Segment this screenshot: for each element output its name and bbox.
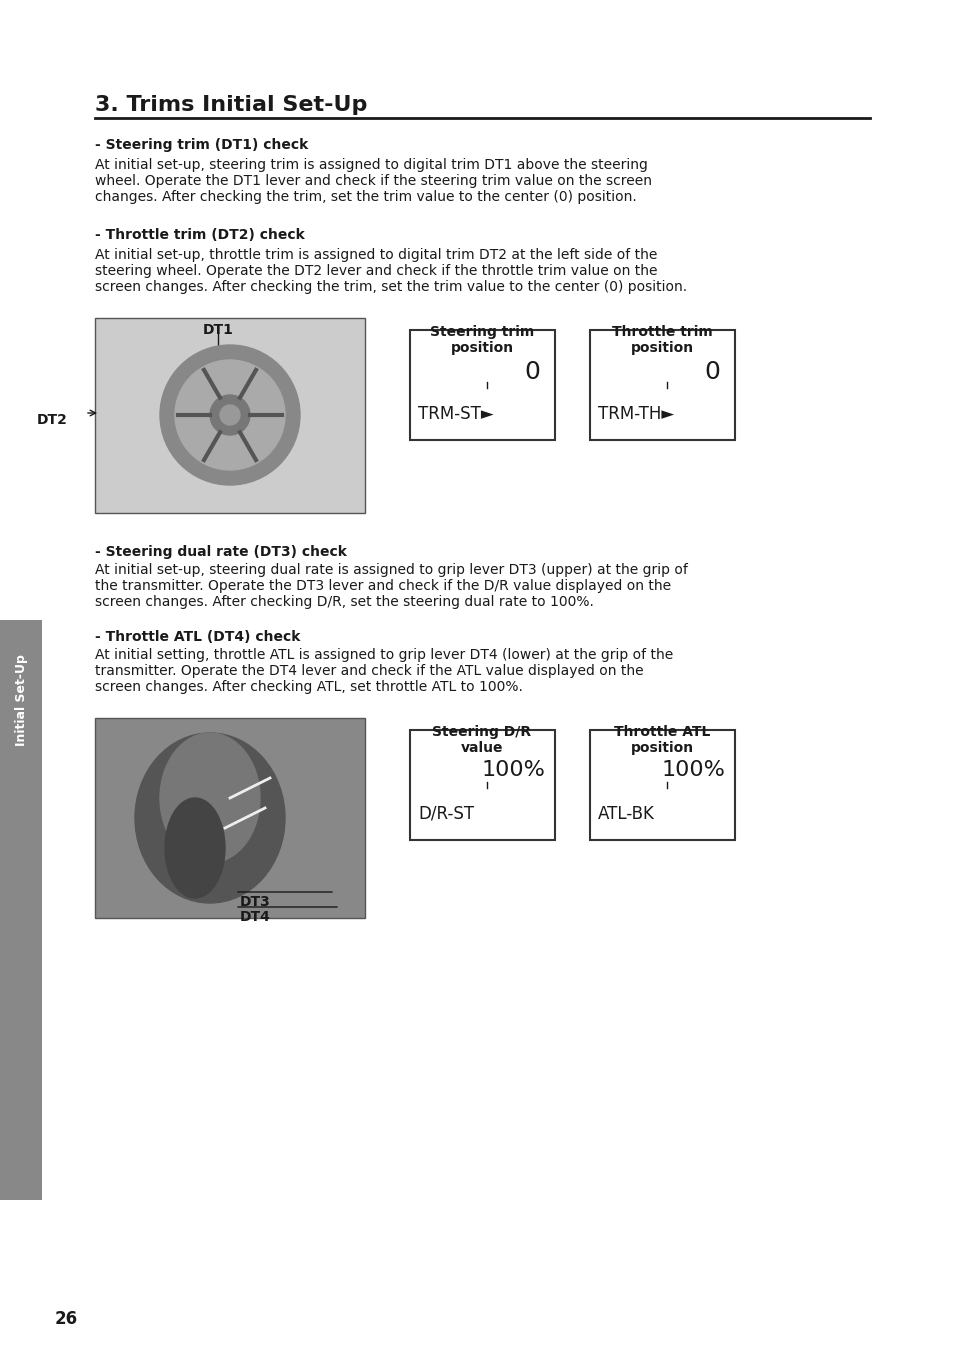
Text: Steering trim
position: Steering trim position [430,325,534,355]
Text: TRM-TH►: TRM-TH► [598,405,674,423]
Text: 100%: 100% [480,760,544,780]
Text: Steering D/R
value: Steering D/R value [432,725,531,755]
Circle shape [210,396,250,435]
Bar [0,620,42,1200]
Bar [589,329,734,440]
Text: ATL-BK: ATL-BK [598,805,654,823]
Circle shape [160,346,299,485]
Bar [410,730,555,840]
Text: At initial set-up, throttle trim is assigned to digital trim DT2 at the left sid: At initial set-up, throttle trim is assi… [95,248,686,294]
Text: - Throttle trim (DT2) check: - Throttle trim (DT2) check [95,228,304,242]
Text: Initial Set-Up: Initial Set-Up [14,653,28,747]
Bar [95,718,365,918]
Ellipse shape [160,733,260,863]
Circle shape [220,405,240,425]
Text: DT1: DT1 [202,323,233,338]
Text: At initial setting, throttle ATL is assigned to grip lever DT4 (lower) at the gr: At initial setting, throttle ATL is assi… [95,648,673,694]
Text: DT3: DT3 [240,895,271,909]
Bar [589,730,734,840]
Bar [410,329,555,440]
Bar [95,319,365,513]
Text: 100%: 100% [660,760,724,780]
Text: 3. Trims Initial Set-Up: 3. Trims Initial Set-Up [95,95,367,115]
Text: 0: 0 [523,360,539,383]
Ellipse shape [135,733,285,903]
Text: Throttle trim
position: Throttle trim position [611,325,712,355]
Text: - Throttle ATL (DT4) check: - Throttle ATL (DT4) check [95,630,300,644]
Text: Throttle ATL
position: Throttle ATL position [613,725,709,755]
Text: At initial set-up, steering dual rate is assigned to grip lever DT3 (upper) at t: At initial set-up, steering dual rate is… [95,563,687,609]
Text: TRM-ST►: TRM-ST► [417,405,493,423]
Text: 0: 0 [703,360,720,383]
Text: 26: 26 [55,1310,78,1328]
Text: - Steering dual rate (DT3) check: - Steering dual rate (DT3) check [95,545,347,559]
Circle shape [174,360,285,470]
Text: At initial set-up, steering trim is assigned to digital trim DT1 above the steer: At initial set-up, steering trim is assi… [95,158,651,204]
Text: DT4: DT4 [240,910,271,923]
Text: D/R-ST: D/R-ST [417,805,474,823]
Text: DT2: DT2 [37,413,68,427]
Ellipse shape [165,798,225,898]
Text: - Steering trim (DT1) check: - Steering trim (DT1) check [95,138,308,153]
